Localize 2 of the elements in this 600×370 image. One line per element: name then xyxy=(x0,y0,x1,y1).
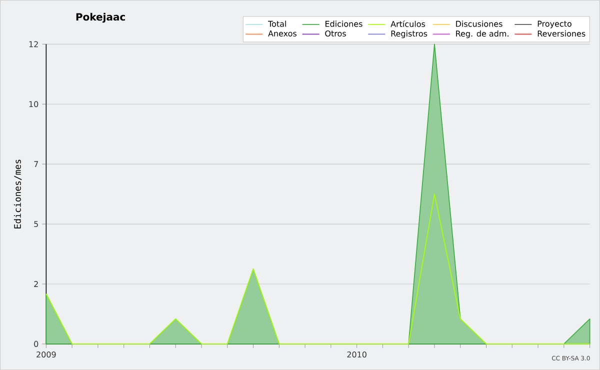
y-axis-title: Ediciones/mes xyxy=(14,160,22,228)
chart-title: Pokejaac xyxy=(76,12,125,23)
